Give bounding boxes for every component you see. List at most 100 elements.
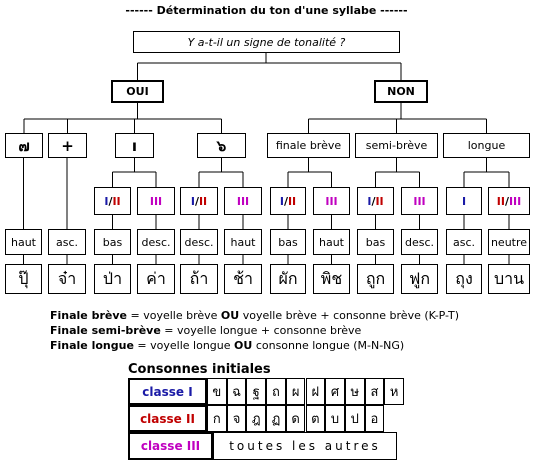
table-title: Consonnes initiales bbox=[128, 362, 271, 377]
class-box: I / II bbox=[94, 187, 131, 215]
class-label: I bbox=[461, 194, 467, 208]
note-line: Finale longue = voyelle longue OU conson… bbox=[50, 339, 404, 352]
letter-cell: ส bbox=[364, 378, 385, 405]
tone-box: haut bbox=[224, 229, 262, 255]
note-text: Finale semi-brève bbox=[50, 324, 161, 337]
class-box: III bbox=[313, 187, 350, 215]
class-cell: classe I bbox=[128, 378, 207, 405]
letter-cell: ข bbox=[207, 378, 227, 405]
class-label: / bbox=[194, 194, 199, 208]
class-cell: classe II bbox=[128, 405, 207, 432]
class-label: II bbox=[112, 194, 121, 208]
class-label: III bbox=[236, 194, 250, 208]
example-box: ค่า bbox=[137, 264, 175, 294]
letter-cell: ฝ bbox=[305, 378, 326, 405]
text-cell: toutes les autres bbox=[213, 432, 397, 460]
letter-cell: บ bbox=[325, 405, 345, 432]
class-box: I bbox=[446, 187, 482, 215]
example-box: ถุง bbox=[446, 264, 482, 294]
letter-cell: ฉ bbox=[226, 378, 247, 405]
letter-cell: ฏ bbox=[266, 405, 286, 432]
tone-box: bas bbox=[270, 229, 306, 255]
example-box: จ๋า bbox=[48, 264, 86, 294]
class-label: I bbox=[367, 194, 372, 208]
example-box: ช้า bbox=[224, 264, 262, 294]
note-text: voyelle brève + consonne brève (K-P-T) bbox=[239, 309, 460, 322]
letter-cell: ศ bbox=[325, 378, 345, 405]
example-box: ผัก bbox=[270, 264, 306, 294]
letter-cell: ษ bbox=[344, 378, 365, 405]
example-box: ป่า bbox=[94, 264, 131, 294]
class-box: I / II bbox=[270, 187, 306, 215]
title: ------ Détermination du ton d'une syllab… bbox=[125, 4, 408, 17]
letter-cell: อ bbox=[364, 405, 385, 432]
class-label: III bbox=[149, 194, 163, 208]
tone-box: desc. bbox=[137, 229, 175, 255]
class-label: / bbox=[108, 194, 113, 208]
letter-cell: ผ bbox=[285, 378, 306, 405]
class-box: III bbox=[137, 187, 175, 215]
letter-cell: ฎ bbox=[246, 405, 267, 432]
class-label: II bbox=[496, 194, 505, 208]
class-box: I / II bbox=[180, 187, 218, 215]
note-text: Finale longue bbox=[50, 339, 134, 352]
note-line: Finale brève = voyelle brève OU voyelle … bbox=[50, 309, 459, 322]
class-label: / bbox=[283, 194, 288, 208]
tone-box: haut bbox=[5, 229, 42, 255]
example-box: บาน bbox=[488, 264, 530, 294]
class-label: I bbox=[104, 194, 109, 208]
example-box: ฟูก bbox=[401, 264, 438, 294]
note-text: = voyelle longue + consonne brève bbox=[160, 324, 362, 337]
class-label: III bbox=[508, 194, 522, 208]
branch-box: NON bbox=[374, 80, 428, 103]
class-box: III bbox=[401, 187, 438, 215]
tone-box: haut bbox=[313, 229, 350, 255]
node-box: + bbox=[48, 133, 87, 158]
letter-cell: ถ bbox=[266, 378, 286, 405]
class-box: II / III bbox=[488, 187, 530, 215]
class-label: II bbox=[198, 194, 208, 208]
note-text: Finale brève bbox=[50, 309, 127, 322]
branch-box: OUI bbox=[111, 80, 164, 103]
class-box: III bbox=[224, 187, 262, 215]
note-line: Finale semi-brève = voyelle longue + con… bbox=[50, 324, 361, 337]
note-text: = voyelle longue bbox=[133, 339, 235, 352]
tone-box: neutre bbox=[488, 229, 530, 255]
example-box: ถูก bbox=[357, 264, 394, 294]
class-label: I bbox=[190, 194, 195, 208]
node-box: longue bbox=[443, 133, 530, 158]
note-text: OU bbox=[220, 309, 240, 322]
tone-box: asc. bbox=[446, 229, 482, 255]
letter-cell: ป bbox=[344, 405, 365, 432]
tone-box: desc. bbox=[401, 229, 438, 255]
letter-cell: ฐ bbox=[246, 378, 267, 405]
example-box: ถ้า bbox=[180, 264, 218, 294]
class-box: I / II bbox=[357, 187, 394, 215]
node-box: semi-brève bbox=[355, 133, 438, 158]
letter-cell: จ bbox=[226, 405, 247, 432]
letter-cell: ต bbox=[305, 405, 326, 432]
class-label: / bbox=[504, 194, 509, 208]
node-box: ๖ bbox=[197, 133, 246, 158]
question-box: Y a-t-il un signe de tonalité ? bbox=[133, 31, 400, 53]
note-text: = voyelle brève bbox=[127, 309, 221, 322]
letter-cell: ห bbox=[384, 378, 404, 405]
class-label: III bbox=[325, 194, 338, 208]
class-label: III bbox=[413, 194, 426, 208]
example-box: ปุ๊ bbox=[5, 264, 42, 294]
letter-cell: ก bbox=[207, 405, 227, 432]
letter-cell: ด bbox=[285, 405, 306, 432]
tone-box: bas bbox=[357, 229, 394, 255]
note-text: consonne longue (M-N-NG) bbox=[252, 339, 405, 352]
class-label: II bbox=[375, 194, 384, 208]
tone-box: asc. bbox=[48, 229, 86, 255]
node-box: finale brève bbox=[267, 133, 350, 158]
class-label: I bbox=[279, 194, 284, 208]
note-text: OU bbox=[234, 339, 253, 352]
node-box: ๗ bbox=[5, 133, 43, 158]
class-cell: classe III bbox=[128, 432, 213, 460]
example-box: พิช bbox=[313, 264, 350, 294]
tone-box: desc. bbox=[180, 229, 218, 255]
